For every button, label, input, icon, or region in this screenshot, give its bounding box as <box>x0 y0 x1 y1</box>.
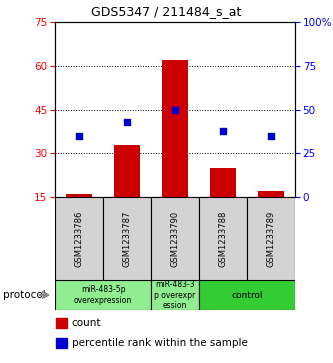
Bar <box>151 197 199 280</box>
Bar <box>56 318 67 329</box>
Bar <box>162 60 188 197</box>
Point <box>220 128 226 134</box>
Bar <box>151 280 199 310</box>
Point <box>124 119 130 125</box>
Bar <box>55 280 151 310</box>
Text: GDS5347 / 211484_s_at: GDS5347 / 211484_s_at <box>91 5 242 18</box>
Bar <box>103 197 151 280</box>
Text: miR-483-5p
overexpression: miR-483-5p overexpression <box>74 285 132 305</box>
Point <box>76 133 82 139</box>
Text: control: control <box>231 290 263 299</box>
Text: miR-483-3
p overexpr
ession: miR-483-3 p overexpr ession <box>155 280 195 310</box>
Text: GSM1233786: GSM1233786 <box>75 210 84 267</box>
Bar <box>56 338 67 348</box>
Bar <box>114 144 140 197</box>
Text: percentile rank within the sample: percentile rank within the sample <box>72 338 248 348</box>
Bar <box>199 197 247 280</box>
Text: count: count <box>72 318 101 328</box>
Bar <box>66 194 92 197</box>
Bar <box>199 280 295 310</box>
Point <box>172 107 178 113</box>
Bar <box>258 191 284 197</box>
Point <box>268 133 274 139</box>
Text: GSM1233790: GSM1233790 <box>170 211 179 266</box>
Text: GSM1233788: GSM1233788 <box>218 210 227 267</box>
Bar <box>210 168 236 197</box>
Text: GSM1233789: GSM1233789 <box>266 211 275 267</box>
Bar <box>247 197 295 280</box>
Text: GSM1233787: GSM1233787 <box>123 210 132 267</box>
Bar <box>55 197 103 280</box>
Text: protocol: protocol <box>3 290 46 300</box>
